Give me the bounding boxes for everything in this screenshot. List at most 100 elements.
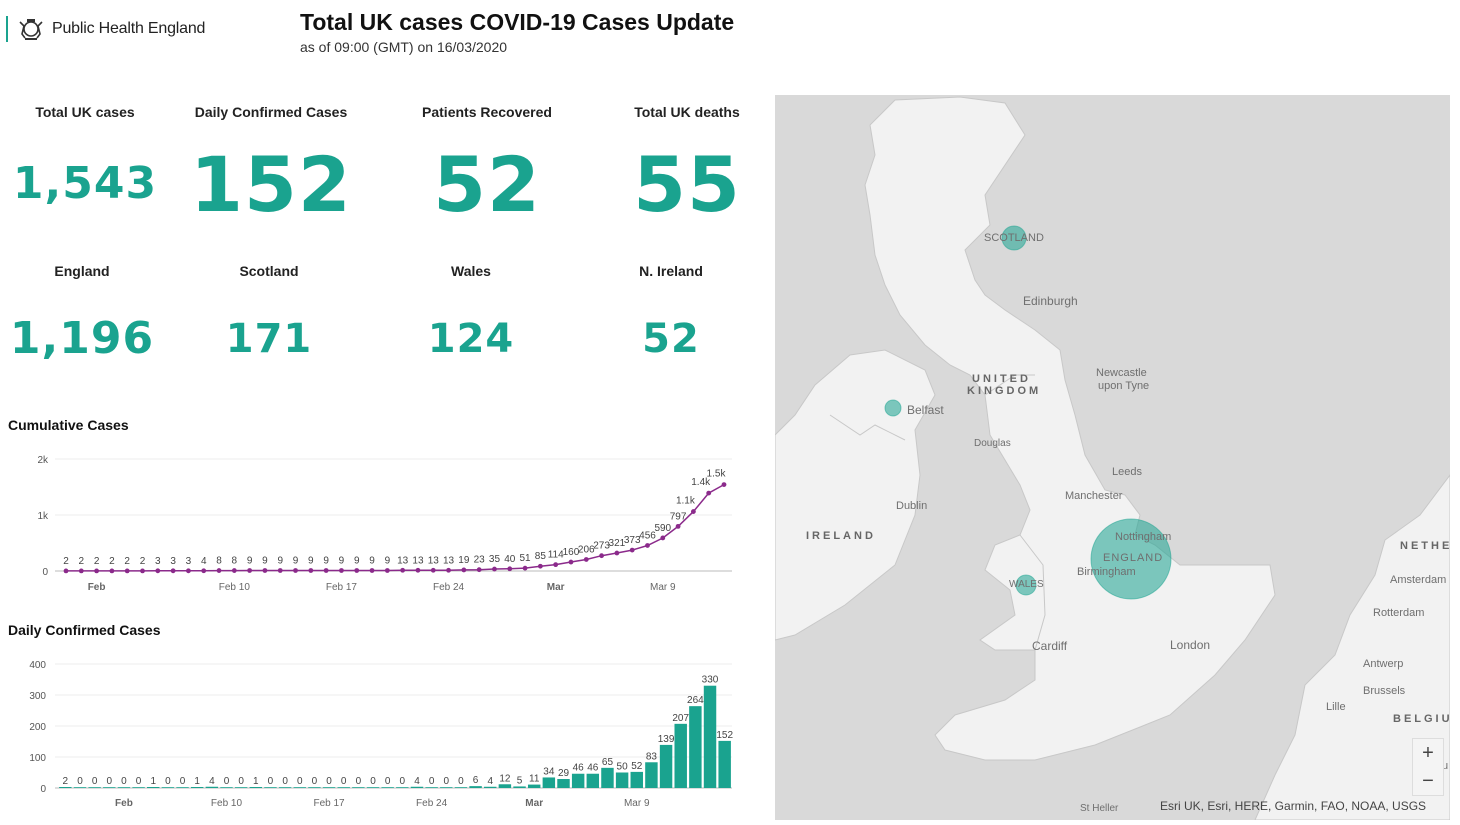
map-label-rotterdam: Rotterdam — [1373, 607, 1425, 619]
bar — [674, 723, 687, 788]
page-subtitle: as of 09:00 (GMT) on 16/03/2020 — [300, 39, 508, 55]
map-attribution: Esri UK, Esri, HERE, Garmin, FAO, NOAA, … — [1160, 799, 1427, 813]
map-label-cardiff: Cardiff — [1032, 639, 1068, 653]
deaths-value: 55 — [633, 140, 741, 229]
total-cases-value: 1,543 — [12, 158, 158, 209]
y-tick-label: 1k — [37, 511, 49, 522]
data-point — [369, 568, 375, 573]
bar-value-label: 264 — [687, 695, 704, 706]
bar-value-label: 0 — [356, 776, 362, 787]
bar-value-label: 0 — [370, 776, 376, 787]
bar-value-label: 330 — [702, 675, 719, 686]
x-tick-label: Feb 17 — [326, 582, 358, 593]
data-point — [629, 547, 635, 553]
bar — [117, 787, 131, 788]
map-label-birmingham: Birmingham — [1077, 566, 1136, 578]
data-label: 2 — [109, 556, 115, 567]
data-point — [690, 509, 696, 514]
data-point — [492, 566, 497, 572]
bar-value-label: 0 — [92, 776, 98, 787]
x-tick-label: Feb — [115, 798, 133, 809]
bar — [161, 787, 175, 788]
map-label-scotland: SCOTLAND — [984, 232, 1044, 244]
data-point — [400, 567, 406, 573]
data-point — [277, 568, 283, 573]
data-label: 114 — [548, 550, 564, 561]
bar-value-label: 1 — [253, 776, 259, 787]
total-cases-label: Total UK cases — [35, 104, 135, 120]
data-point — [293, 568, 298, 573]
x-tick-label: Mar — [547, 582, 565, 593]
data-label: 13 — [443, 555, 455, 566]
bar-value-label: 2 — [63, 776, 69, 787]
bar-value-label: 1 — [150, 776, 156, 787]
x-tick-label: Mar — [525, 798, 543, 809]
bar-value-label: 65 — [602, 757, 614, 768]
bar — [630, 771, 643, 788]
map-view[interactable]: SCOTLAND Edinburgh UNITED KINGDOM Newcas… — [775, 95, 1450, 820]
x-tick-label: Feb 24 — [433, 582, 465, 593]
bar — [103, 787, 116, 788]
bar-value-label: 0 — [341, 776, 347, 787]
daily-confirmed-label: Daily Confirmed Cases — [194, 104, 348, 120]
map-label-edinburgh: Edinburgh — [1023, 294, 1078, 308]
bar — [264, 787, 277, 788]
bar-value-label: 0 — [385, 776, 391, 787]
data-point — [216, 568, 222, 573]
bar-value-label: 0 — [444, 776, 450, 787]
map-label-newcastle: Newcastle — [1096, 367, 1147, 379]
data-point — [430, 567, 436, 573]
bar — [278, 787, 292, 788]
bar-value-label: 52 — [631, 761, 643, 772]
ni-value: 52 — [642, 316, 700, 362]
scotland-label: Scotland — [239, 263, 299, 279]
bar — [586, 773, 600, 788]
data-label: 9 — [323, 555, 329, 566]
data-label: 3 — [186, 556, 192, 567]
brand: Public Health England — [6, 16, 205, 42]
data-label: 456 — [639, 530, 656, 541]
data-label: 9 — [385, 555, 391, 566]
bar — [410, 786, 424, 788]
wales-border — [1019, 534, 1046, 651]
bar — [557, 779, 570, 788]
bar-value-label: 0 — [268, 776, 274, 787]
map-label-st-heller: St Heller — [1080, 803, 1119, 814]
zoom-out-button[interactable]: − — [1422, 769, 1434, 792]
x-tick-label: Feb — [88, 582, 106, 593]
data-label: 373 — [624, 535, 641, 546]
data-label: 3 — [170, 556, 176, 567]
wales-label: Wales — [451, 263, 491, 279]
data-label: 3 — [155, 556, 161, 567]
map-label-united: UNITED — [972, 373, 1031, 385]
data-point — [614, 550, 620, 556]
bar — [440, 787, 453, 788]
bar-value-label: 6 — [473, 775, 479, 786]
data-point — [186, 568, 191, 574]
data-point — [201, 568, 207, 574]
bar-value-label: 5 — [517, 775, 523, 786]
map-label-lille: Lille — [1326, 701, 1346, 713]
data-label: 206 — [578, 544, 595, 555]
bar — [718, 740, 731, 788]
data-label: 9 — [293, 555, 299, 566]
data-point — [706, 490, 712, 496]
x-tick-label: Feb 24 — [416, 798, 448, 809]
data-point — [262, 568, 268, 573]
data-label: 1.1k — [676, 496, 696, 507]
data-label: 2 — [94, 556, 100, 567]
data-label: 2 — [124, 556, 130, 567]
wales-value: 124 — [427, 316, 515, 362]
y-tick-label: 0 — [42, 567, 48, 578]
zoom-in-button[interactable]: + — [1422, 741, 1434, 764]
deaths-label: Total UK deaths — [634, 104, 740, 120]
bar-value-label: 0 — [282, 776, 288, 787]
bar — [542, 777, 556, 788]
data-label: 160 — [563, 547, 580, 558]
bar-value-label: 4 — [487, 776, 493, 787]
data-label: 590 — [654, 523, 671, 534]
data-point — [124, 568, 130, 574]
bar — [454, 787, 468, 788]
bar — [659, 744, 673, 788]
